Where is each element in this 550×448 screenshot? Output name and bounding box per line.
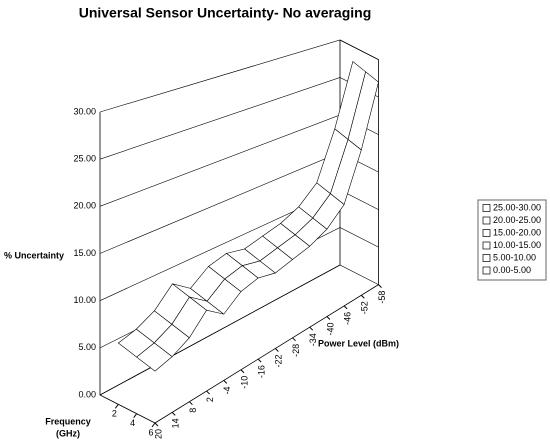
z-axis-label: % Uncertainty xyxy=(4,250,64,260)
x-tick xyxy=(240,369,245,374)
x-tick-label: 14 xyxy=(171,418,181,428)
x-tick xyxy=(223,380,228,384)
x-tick-label: -34 xyxy=(308,333,318,346)
x-tick xyxy=(326,316,331,320)
z-tick-label: 25.00 xyxy=(73,154,96,164)
y-axis-label: Frequency xyxy=(45,416,91,426)
x-tick xyxy=(378,284,382,288)
chart-title: Universal Sensor Uncertainty- No averagi… xyxy=(79,5,372,21)
z-tick-label: 0.00 xyxy=(78,389,96,399)
y-tick-label: 2 xyxy=(112,409,117,419)
x-tick-label: 20 xyxy=(153,429,163,439)
z-tick-label: 20.00 xyxy=(73,201,96,211)
x-tick xyxy=(292,337,296,342)
x-tick-label: -16 xyxy=(257,365,267,378)
x-tick-label: -28 xyxy=(291,344,301,357)
legend-swatch xyxy=(482,216,491,225)
x-tick xyxy=(189,401,193,406)
z-tick-label: 15.00 xyxy=(73,248,96,258)
legend-swatch xyxy=(482,254,491,262)
y-tick xyxy=(114,404,119,409)
grid-line xyxy=(99,264,379,396)
x-tick xyxy=(206,390,210,395)
legend-swatch xyxy=(482,266,491,275)
legend-label: 5.00-10.00 xyxy=(493,252,536,262)
x-tick-label: -52 xyxy=(360,301,370,314)
x-tick xyxy=(171,412,176,416)
legend-label: 20.00-25.00 xyxy=(493,215,541,225)
legend-swatch xyxy=(482,229,491,237)
legend-swatch xyxy=(482,241,491,250)
legend-label: 0.00-5.00 xyxy=(493,265,531,275)
y-tick-label: 4 xyxy=(130,418,135,428)
x-tick xyxy=(154,422,159,427)
legend-label: 15.00-20.00 xyxy=(493,227,541,237)
legend-label: 25.00-30.00 xyxy=(493,202,541,212)
y-tick xyxy=(133,413,138,418)
x-tick-label: 8 xyxy=(188,408,198,413)
x-tick xyxy=(343,305,348,310)
y-tick xyxy=(151,422,156,428)
x-tick-label: -22 xyxy=(274,354,284,367)
surface-cell xyxy=(347,71,379,151)
y-tick-label: 6 xyxy=(148,427,153,437)
x-tick-label: -58 xyxy=(377,291,387,304)
x-tick-label: 2 xyxy=(205,397,215,402)
legend-swatch xyxy=(482,204,491,212)
z-tick-label: 5.00 xyxy=(78,342,96,352)
grid-line xyxy=(99,39,379,113)
x-tick-label: -4 xyxy=(222,386,232,394)
x-axis-label: Power Level (dBm) xyxy=(318,338,399,348)
z-tick-label: 10.00 xyxy=(73,295,96,305)
x-tick-label: -40 xyxy=(325,323,335,336)
z-tick-label: 30.00 xyxy=(73,106,96,116)
x-tick xyxy=(257,358,262,363)
x-tick-label: -46 xyxy=(342,312,352,325)
y-axis-label: (GHz) xyxy=(56,428,80,438)
x-tick xyxy=(274,348,279,352)
x-tick xyxy=(309,326,314,331)
legend-label: 10.00-15.00 xyxy=(493,240,541,250)
x-tick-label: -10 xyxy=(239,376,249,389)
x-tick xyxy=(360,294,365,299)
